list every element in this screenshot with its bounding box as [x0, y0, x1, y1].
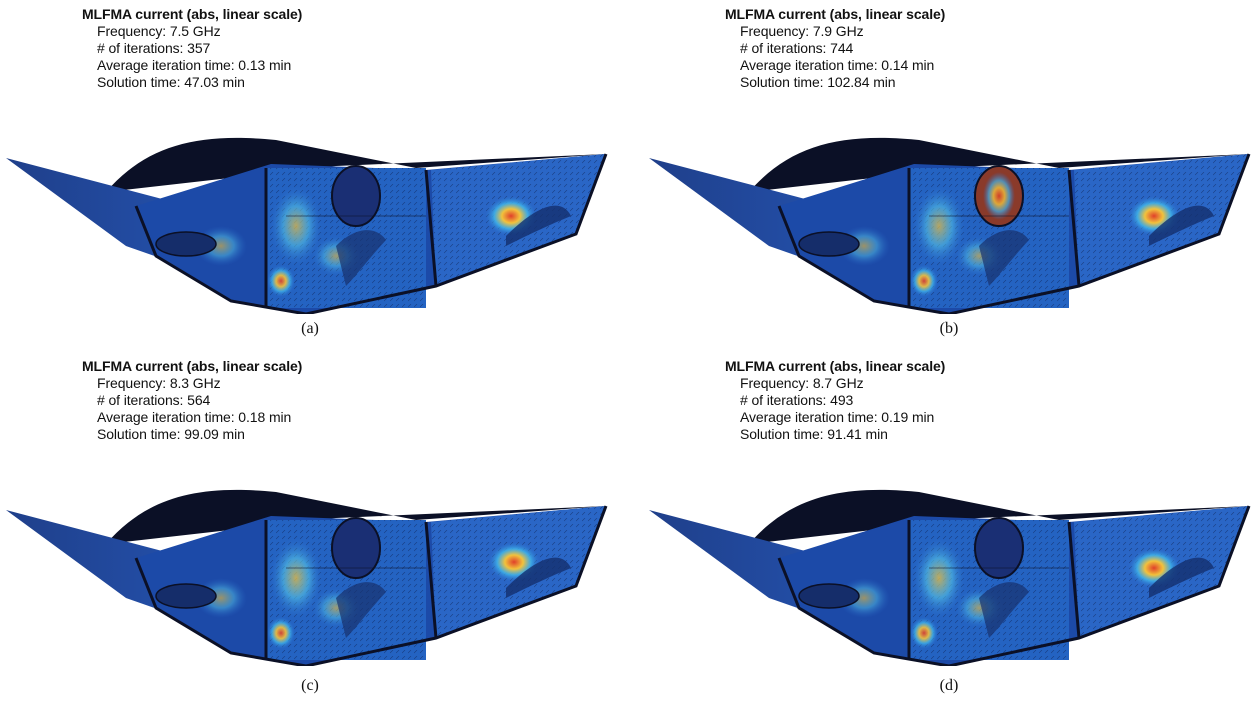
current-distribution-plot: [6, 137, 608, 314]
simulation-info: MLFMA current (abs, linear scale) Freque…: [725, 6, 945, 91]
subfigure-caption: (b): [939, 320, 959, 337]
info-title: MLFMA current (abs, linear scale): [725, 358, 946, 374]
info-frequency: Frequency: 8.3 GHz: [97, 375, 221, 391]
info-avg-iteration-time: Average iteration time: 0.13 min: [97, 57, 292, 73]
simulation-info: MLFMA current (abs, linear scale) Freque…: [82, 6, 302, 91]
engine-inlet: [974, 517, 1024, 579]
info-avg-iteration-time: Average iteration time: 0.18 min: [97, 409, 292, 425]
info-iterations: # of iterations: 493: [740, 392, 854, 408]
info-frequency: Frequency: 8.7 GHz: [740, 375, 864, 391]
engine-inlet: [331, 165, 381, 227]
intake-left: [798, 583, 860, 609]
panel-c: MLFMA current (abs, linear scale) Freque…: [0, 352, 629, 704]
fuselage-top-shell: [106, 489, 606, 544]
simulation-info: MLFMA current (abs, linear scale) Freque…: [82, 358, 302, 443]
intake-left: [155, 231, 217, 257]
simulation-info: MLFMA current (abs, linear scale) Freque…: [725, 358, 945, 443]
info-iterations: # of iterations: 357: [97, 40, 211, 56]
subfigure-caption: (c): [301, 677, 319, 694]
intake-left: [798, 231, 860, 257]
info-solution-time: Solution time: 47.03 min: [97, 74, 245, 90]
panel-b: MLFMA current (abs, linear scale) Freque…: [629, 0, 1258, 352]
fuselage-top-shell: [106, 137, 606, 192]
subfigure-caption: (a): [301, 320, 319, 337]
info-iterations: # of iterations: 564: [97, 392, 211, 408]
info-avg-iteration-time: Average iteration time: 0.19 min: [740, 409, 935, 425]
info-frequency: Frequency: 7.5 GHz: [97, 23, 221, 39]
current-distribution-plot: [649, 489, 1251, 666]
info-avg-iteration-time: Average iteration time: 0.14 min: [740, 57, 935, 73]
info-iterations: # of iterations: 744: [740, 40, 854, 56]
info-solution-time: Solution time: 91.41 min: [740, 426, 888, 442]
info-title: MLFMA current (abs, linear scale): [725, 6, 946, 22]
engine-inlet: [331, 517, 381, 579]
panel-a: MLFMA current (abs, linear scale) Freque…: [0, 0, 629, 352]
fuselage-top-shell: [749, 137, 1249, 192]
intake-left: [155, 583, 217, 609]
current-distribution-plot: [6, 489, 608, 666]
info-title: MLFMA current (abs, linear scale): [82, 6, 303, 22]
fuselage-top-shell: [749, 489, 1249, 544]
info-frequency: Frequency: 7.9 GHz: [740, 23, 864, 39]
info-title: MLFMA current (abs, linear scale): [82, 358, 303, 374]
info-solution-time: Solution time: 99.09 min: [97, 426, 245, 442]
panel-d: MLFMA current (abs, linear scale) Freque…: [629, 352, 1258, 704]
subfigure-caption: (d): [939, 677, 959, 694]
info-solution-time: Solution time: 102.84 min: [740, 74, 896, 90]
current-distribution-plot: [649, 137, 1251, 314]
